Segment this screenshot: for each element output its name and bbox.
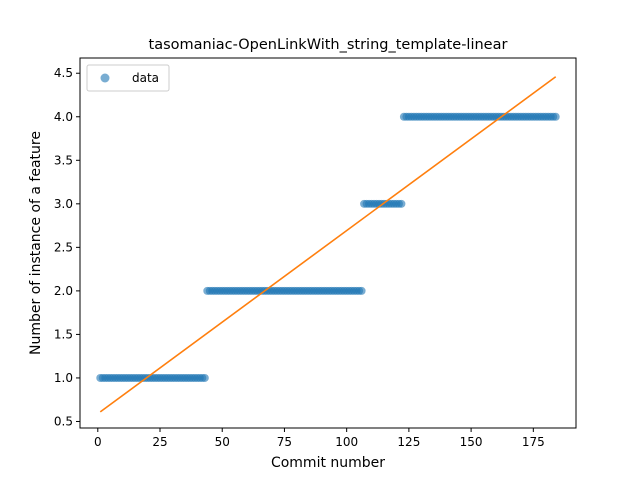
series-data-points [96,112,560,382]
y-tick-label: 2.0 [54,284,73,298]
legend-box [86,64,170,92]
data-point [357,286,366,295]
x-tick-label: 125 [397,435,420,449]
y-tick-label: 4.5 [54,66,73,80]
axes-frame [79,57,577,429]
y-tick-label: 3.0 [54,197,73,211]
x-tick-label: 25 [152,435,167,449]
x-tick-label: 150 [460,435,483,449]
y-axis-label: Number of instance of a feature [28,131,44,355]
data-point [551,112,560,121]
plot-area [96,76,560,413]
y-tick-label: 4.0 [54,110,73,124]
x-tick-label: 100 [335,435,358,449]
data-point [200,373,209,382]
y-tick-label: 2.5 [54,240,73,254]
legend-marker-data [100,73,110,83]
x-tick-label: 175 [522,435,545,449]
y-tick-label: 1.0 [54,371,73,385]
data-point [397,199,406,208]
linear-fit-line [99,76,557,413]
x-axis-label: Commit number [271,455,385,471]
y-tick-label: 1.5 [54,327,73,341]
chart-title: tasomaniac-OpenLinkWith_string_template-… [149,37,508,53]
legend: data [86,64,170,92]
legend-entry-data: data [132,71,159,85]
y-tick-label: 3.5 [54,153,73,167]
ticks: 0 25 50 75 100 125 150 175 0.5 1.0 1.5 2.0 2.5 3.0 3.5… [54,66,545,449]
y-tick-label: 0.5 [54,414,73,428]
x-tick-label: 75 [277,435,292,449]
x-tick-label: 50 [215,435,230,449]
x-tick-label: 0 [94,435,102,449]
